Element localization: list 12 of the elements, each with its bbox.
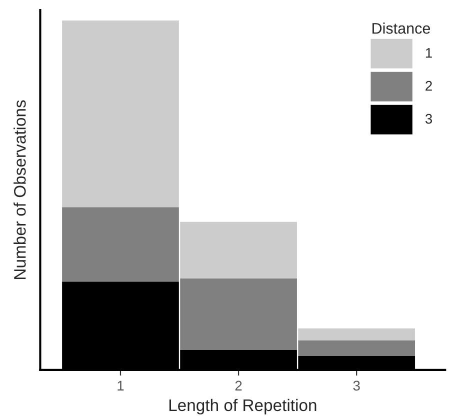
bar: [298, 328, 416, 340]
y-axis-title: Number of Observations: [14, 100, 26, 279]
bar: [62, 20, 179, 208]
legend-label: 1: [426, 48, 432, 58]
x-tick-label: 3: [353, 380, 360, 391]
legend-title: Distance: [372, 22, 430, 34]
legend-label: 3: [425, 114, 432, 124]
x-tick-label: 1: [118, 380, 124, 390]
legend-label: 2: [426, 80, 432, 91]
x-axis-title: Length of Repetition: [169, 398, 316, 414]
x-tick-label: 2: [235, 380, 242, 390]
bar: [180, 222, 297, 278]
